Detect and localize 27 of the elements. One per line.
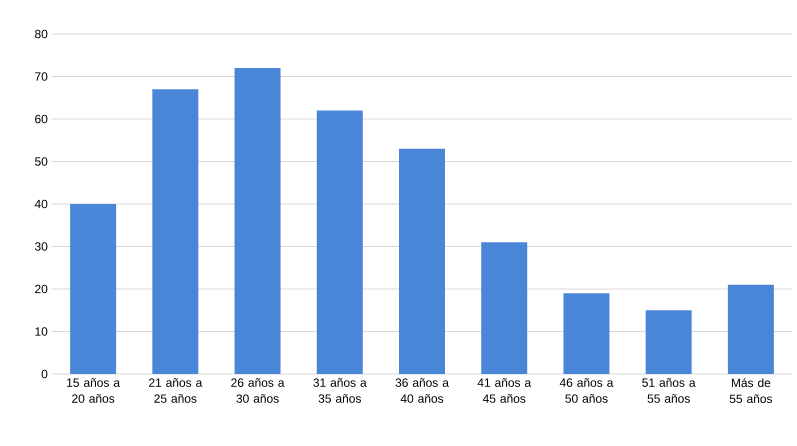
y-tick-label: 40 (34, 200, 48, 208)
bar (152, 89, 198, 374)
y-tick-label: 70 (35, 72, 48, 81)
bar (70, 204, 116, 374)
x-tick-label: 41 años a 45 años (478, 378, 532, 403)
x-tick-label: 51 años a 55 años (642, 378, 696, 403)
x-tick-label: 26 años a 30 años (231, 378, 284, 403)
bar (316, 110, 363, 374)
y-tick-label: 50 (35, 157, 48, 166)
bar (399, 148, 446, 374)
x-tick-label: 36 años a 40 años (396, 378, 449, 403)
y-tick-label: 80 (35, 30, 48, 38)
y-tick-label: 20 (35, 284, 48, 294)
bar (728, 284, 774, 374)
x-tick-label: Más de 55 años (730, 378, 772, 404)
x-tick-label: 46 años a 50 años (560, 378, 614, 403)
bar (563, 293, 610, 374)
y-tick-label: 0 (42, 370, 48, 378)
y-tick-label: 10 (35, 327, 48, 336)
y-tick-label: 60 (35, 114, 48, 124)
x-tick-label: 31 años a 35 años (313, 378, 367, 403)
x-tick-label: 15 años a 20 años (67, 378, 120, 403)
x-tick-label: 21 años a 25 años (149, 378, 202, 403)
bar (481, 242, 528, 374)
y-tick-label: 30 (34, 242, 48, 251)
bar (234, 68, 281, 374)
bar (646, 310, 692, 374)
